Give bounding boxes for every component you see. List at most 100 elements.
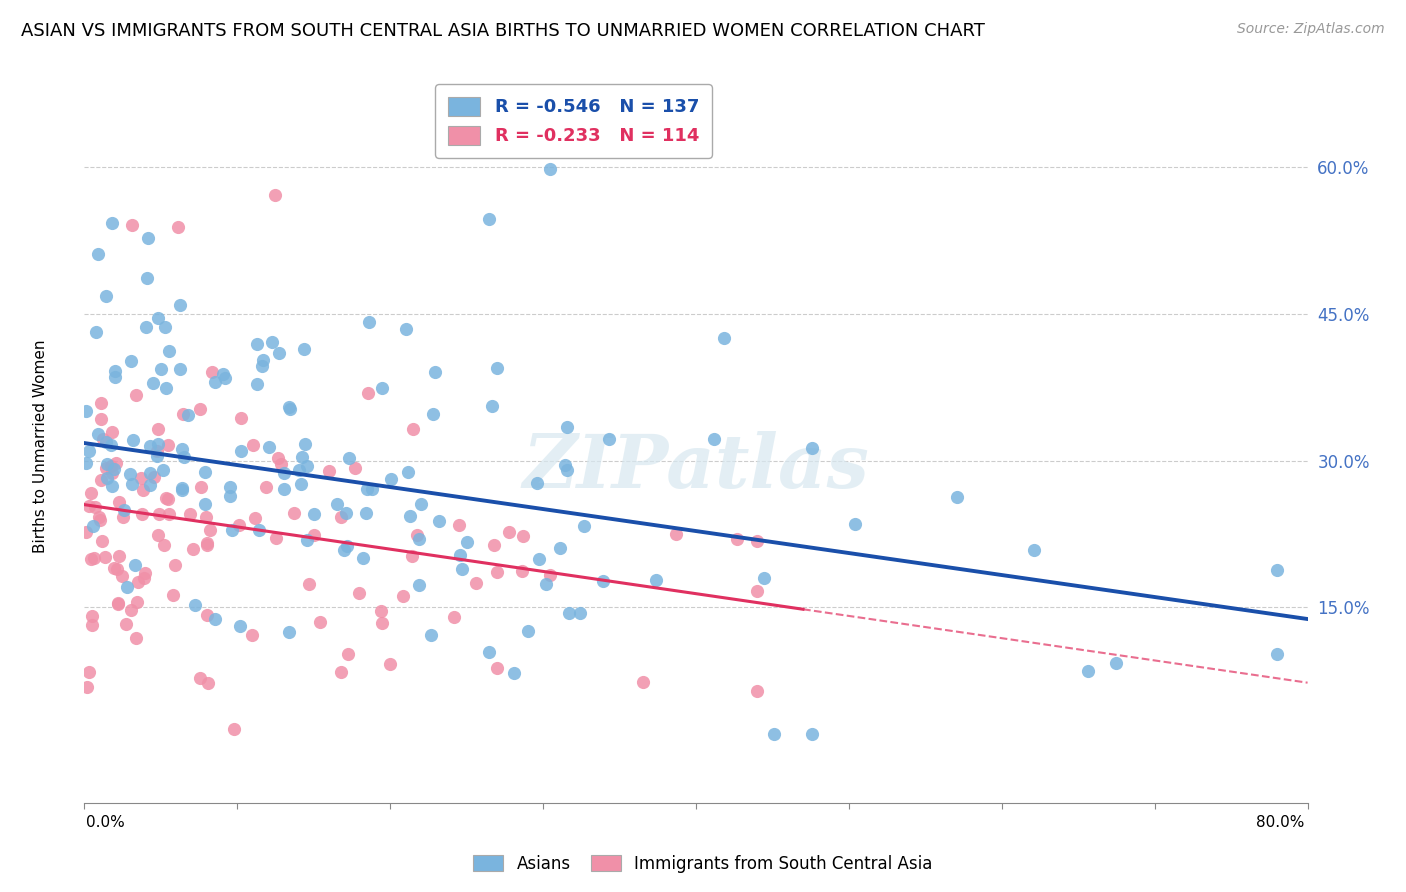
Point xyxy=(169,298,191,312)
Point xyxy=(135,320,157,334)
Point xyxy=(157,343,180,358)
Point xyxy=(190,671,212,685)
Point xyxy=(555,463,578,477)
Point xyxy=(406,527,429,541)
Point xyxy=(96,434,118,449)
Point xyxy=(294,437,316,451)
Point xyxy=(356,386,378,401)
Point xyxy=(153,319,176,334)
Point xyxy=(100,459,122,474)
Point xyxy=(195,607,218,622)
Point xyxy=(139,478,162,492)
Point xyxy=(84,325,107,339)
Point xyxy=(359,315,381,329)
Point xyxy=(318,464,340,478)
Point xyxy=(298,577,321,591)
Point xyxy=(343,460,366,475)
Point xyxy=(90,411,112,425)
Point xyxy=(82,518,104,533)
Point xyxy=(486,565,509,579)
Point xyxy=(270,457,292,471)
Point xyxy=(228,517,250,532)
Point xyxy=(94,549,117,564)
Point xyxy=(101,425,124,440)
Point xyxy=(569,607,592,621)
Point xyxy=(592,574,614,589)
Text: 0.0%: 0.0% xyxy=(86,814,125,830)
Point xyxy=(1265,647,1288,661)
Point xyxy=(395,322,418,336)
Point xyxy=(136,231,159,245)
Point xyxy=(512,564,534,578)
Point xyxy=(172,407,194,421)
Point xyxy=(90,534,112,549)
Point xyxy=(302,528,325,542)
Point xyxy=(152,463,174,477)
Point xyxy=(146,437,169,451)
Point xyxy=(478,645,501,659)
Point xyxy=(125,632,148,646)
Point xyxy=(80,609,103,624)
Point xyxy=(762,727,785,741)
Legend: R = -0.546   N = 137, R = -0.233   N = 114: R = -0.546 N = 137, R = -0.233 N = 114 xyxy=(436,84,711,158)
Point xyxy=(800,727,823,741)
Point xyxy=(598,432,620,446)
Point xyxy=(447,518,470,533)
Point xyxy=(267,346,290,360)
Point xyxy=(401,549,423,563)
Point xyxy=(131,508,153,522)
Point xyxy=(273,482,295,496)
Point xyxy=(194,496,217,510)
Point xyxy=(148,528,170,542)
Point xyxy=(371,381,394,395)
Point xyxy=(257,440,280,454)
Point xyxy=(485,361,508,376)
Point xyxy=(264,531,287,545)
Point xyxy=(155,491,177,505)
Point xyxy=(278,402,301,417)
Point xyxy=(75,403,97,417)
Point xyxy=(747,684,769,698)
Point xyxy=(145,444,167,458)
Point xyxy=(247,523,270,537)
Text: ASIAN VS IMMIGRANTS FROM SOUTH CENTRAL ASIA BIRTHS TO UNMARRIED WOMEN CORRELATIO: ASIAN VS IMMIGRANTS FROM SOUTH CENTRAL A… xyxy=(21,22,986,40)
Point xyxy=(229,444,252,458)
Point xyxy=(165,558,187,572)
Point xyxy=(173,450,195,464)
Point xyxy=(1077,665,1099,679)
Point xyxy=(498,525,520,540)
Point xyxy=(87,246,110,260)
Point xyxy=(150,362,173,376)
Point xyxy=(221,523,243,537)
Point xyxy=(295,458,318,473)
Point xyxy=(100,438,122,452)
Point xyxy=(329,665,352,679)
Point xyxy=(246,376,269,391)
Point xyxy=(157,507,180,521)
Point xyxy=(121,219,143,233)
Point xyxy=(111,568,134,582)
Point xyxy=(801,441,824,455)
Point xyxy=(90,474,112,488)
Point xyxy=(352,550,374,565)
Point xyxy=(254,479,277,493)
Point xyxy=(645,573,668,587)
Point xyxy=(121,476,143,491)
Point xyxy=(337,450,360,465)
Point xyxy=(1022,543,1045,558)
Point xyxy=(125,594,148,608)
Point xyxy=(129,471,152,485)
Point xyxy=(198,523,221,537)
Point xyxy=(402,422,425,436)
Point xyxy=(179,507,201,521)
Point xyxy=(526,475,548,490)
Point xyxy=(139,467,162,481)
Point xyxy=(456,534,478,549)
Point xyxy=(451,562,474,576)
Point xyxy=(427,514,450,528)
Point xyxy=(295,533,318,547)
Text: Source: ZipAtlas.com: Source: ZipAtlas.com xyxy=(1237,22,1385,37)
Point xyxy=(408,578,430,592)
Point xyxy=(290,476,312,491)
Point xyxy=(250,359,273,374)
